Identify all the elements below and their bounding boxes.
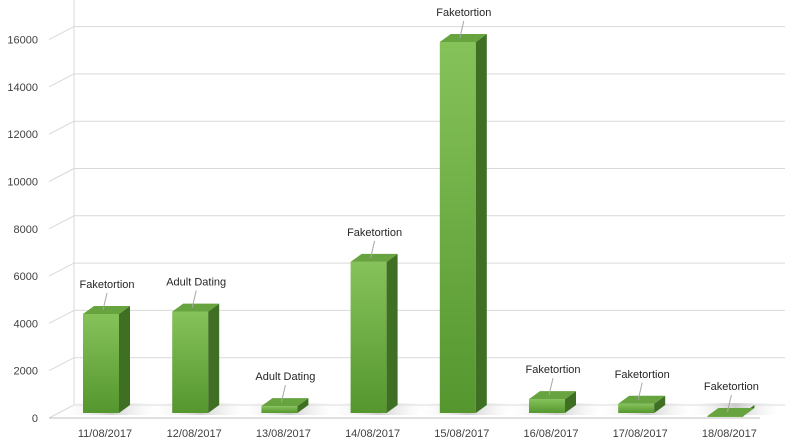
data-label: Faketortion <box>79 279 134 291</box>
data-label-leader <box>726 394 732 413</box>
bar <box>83 305 130 413</box>
bar-front <box>83 313 119 413</box>
bar <box>529 391 576 413</box>
gridline-depth <box>48 215 75 230</box>
bar-top <box>618 395 666 404</box>
data-label-leader <box>191 290 197 308</box>
y-tick-label: 8000 <box>14 224 38 236</box>
bar-front <box>172 311 209 413</box>
x-tick-label: 15/08/2017 <box>434 428 489 440</box>
x-tick-label: 17/08/2017 <box>613 428 668 440</box>
bar <box>707 405 755 417</box>
y-tick-label: 12000 <box>7 129 38 141</box>
bar <box>172 303 220 413</box>
bar-side <box>297 398 309 413</box>
gridline-depth <box>48 168 75 182</box>
bar <box>350 253 398 413</box>
data-label: Faketortion <box>704 381 759 393</box>
gridline-depth <box>48 73 75 88</box>
bar-front <box>439 41 476 414</box>
data-label-leader <box>102 292 108 311</box>
bar-top <box>707 408 755 416</box>
data-labels: Faketortion Adult Dating Adult Dating Faket… <box>79 7 759 413</box>
data-label-leader <box>637 382 643 400</box>
x-tick-label: 18/08/2017 <box>702 428 757 440</box>
bar-top <box>350 253 398 262</box>
bar-side <box>208 303 220 413</box>
bar <box>618 395 666 413</box>
gridline-depth <box>48 357 75 372</box>
data-label: Adult Dating <box>255 371 315 383</box>
data-label-leader <box>548 377 554 396</box>
bar-side <box>565 391 576 413</box>
y-tick-label: 10000 <box>7 177 38 189</box>
bar-side <box>119 305 130 413</box>
y-tick-label: 2000 <box>14 366 38 378</box>
data-label: Faketortion <box>436 7 491 19</box>
bar-side <box>475 33 487 414</box>
bar-shadows <box>61 403 786 415</box>
x-tick-label: 16/08/2017 <box>523 428 578 440</box>
bar-front <box>350 261 387 413</box>
bar-top <box>83 305 130 314</box>
bar-front <box>529 399 565 413</box>
gridline-depth <box>48 262 75 277</box>
data-label-leader <box>280 385 286 403</box>
bar-top <box>172 303 220 312</box>
gridline-depth <box>48 404 75 419</box>
data-label: Faketortion <box>615 369 670 381</box>
y-tick-label: 6000 <box>14 271 38 283</box>
bar <box>261 398 309 413</box>
gridlines <box>48 0 785 419</box>
y-tick-label: 14000 <box>7 82 38 94</box>
y-tick-label: 4000 <box>14 318 38 330</box>
bar <box>439 33 487 414</box>
gridline-depth <box>48 26 75 41</box>
data-label: Adult Dating <box>166 277 226 289</box>
x-tick-label: 11/08/2017 <box>78 428 132 440</box>
bar-front <box>707 416 744 417</box>
y-axis: 0 2000 4000 6000 8000 10000 12000 14000 16000 <box>7 35 38 425</box>
bars <box>83 33 755 417</box>
data-label: Faketortion <box>525 364 580 376</box>
gridline-depth <box>48 120 75 135</box>
bar-side <box>386 253 398 413</box>
bar-front <box>618 403 655 413</box>
bar-front <box>261 406 298 413</box>
x-tick-label: 13/08/2017 <box>256 428 311 440</box>
gridline-depth <box>48 309 75 324</box>
y-tick-label: 16000 <box>7 35 38 47</box>
bar-top <box>439 33 487 42</box>
x-tick-label: 14/08/2017 <box>345 428 400 440</box>
bar-top <box>529 391 576 400</box>
x-tick-label: 12/08/2017 <box>167 428 222 440</box>
bar-side <box>654 395 666 413</box>
x-axis: 11/08/2017 12/08/2017 13/08/2017 14/08/2017… <box>49 417 760 440</box>
y-tick-label: 0 <box>32 413 38 425</box>
data-label-leader <box>370 240 376 259</box>
data-label-leader <box>459 20 465 39</box>
data-label: Faketortion <box>347 227 402 239</box>
bar-top <box>261 398 309 407</box>
